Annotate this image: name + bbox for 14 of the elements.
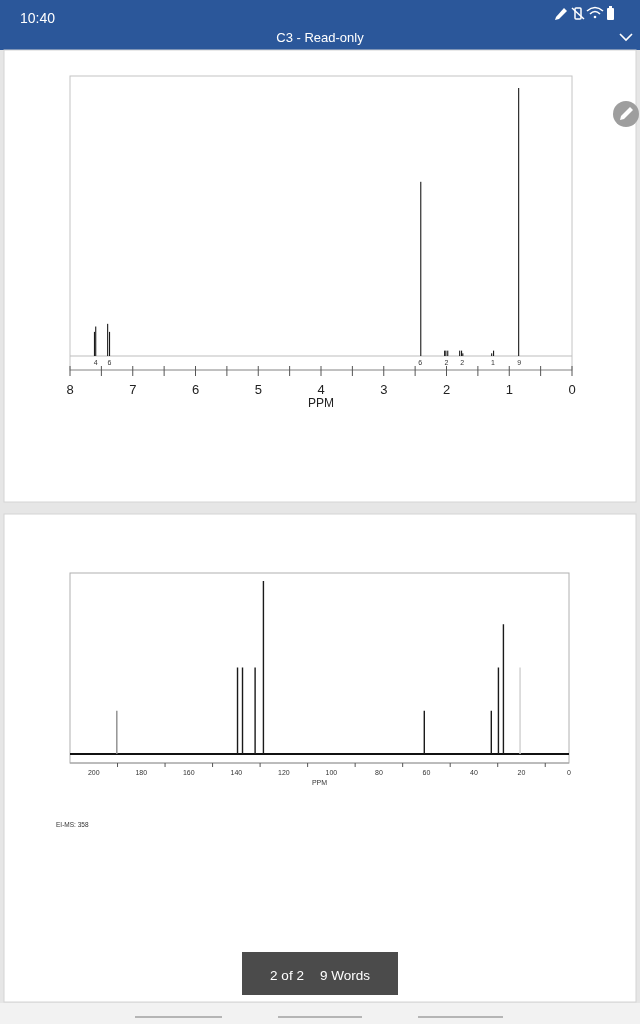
text: 9 Words — [319, 968, 371, 983]
x-axis-title: PPM — [307, 396, 335, 410]
text: 2 of 2 — [270, 968, 304, 983]
text: 10:40 — [20, 10, 56, 26]
x-tick-label: 6 — [191, 382, 200, 397]
x-tick-label: 7 — [129, 382, 137, 397]
x-tick-label: 2 — [442, 382, 451, 397]
x-tick-label: 5 — [254, 382, 262, 397]
text: C3 - Read-only — [276, 30, 365, 45]
x-tick-label: 8 — [66, 382, 74, 397]
x-tick-label: 3 — [380, 382, 388, 397]
x-tick-label: 0 — [568, 382, 576, 397]
x-tick-label: 1 — [505, 382, 513, 397]
x-tick-label: 4 — [317, 382, 325, 397]
